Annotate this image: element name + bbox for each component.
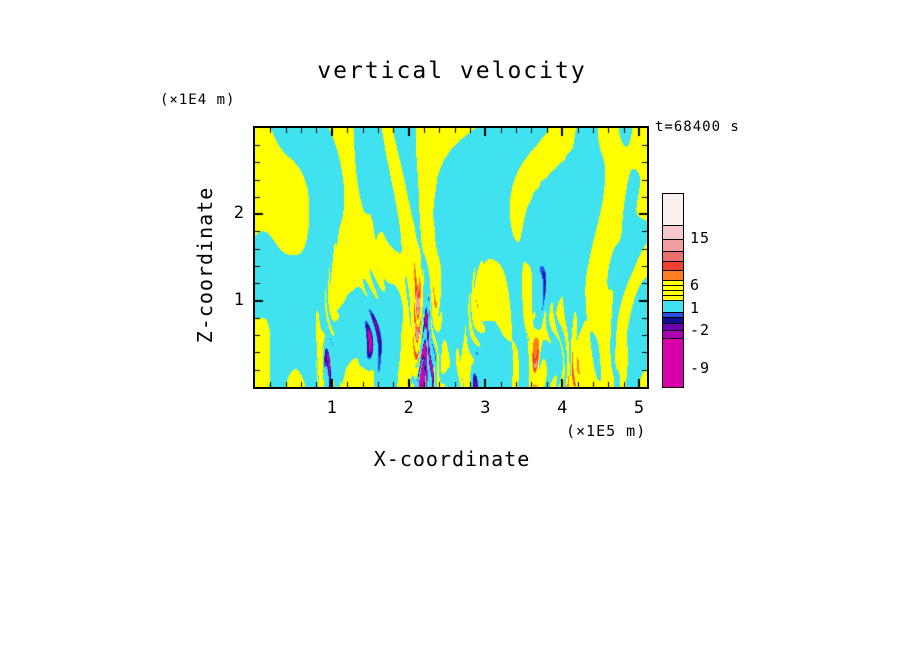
colorbar-segment bbox=[663, 240, 683, 252]
x-tick-label: 1 bbox=[326, 398, 337, 418]
x-axis-label: X-coordinate bbox=[373, 447, 531, 471]
plot-area bbox=[253, 126, 649, 389]
colorbar-label: 6 bbox=[690, 276, 701, 294]
y-axis-label: Z-coordinate bbox=[193, 186, 217, 344]
colorbar-segment bbox=[663, 318, 683, 324]
colorbar-segment bbox=[663, 281, 683, 286]
colorbar-label: 15 bbox=[690, 229, 711, 247]
x-tick-label: 5 bbox=[633, 398, 645, 418]
y-tick-label: 1 bbox=[233, 289, 244, 310]
colorbar-segment bbox=[663, 313, 683, 318]
heatmap-canvas bbox=[255, 128, 647, 387]
x-tick-label: 4 bbox=[557, 398, 568, 418]
colorbar-segment bbox=[663, 296, 683, 301]
colorbar-segment bbox=[663, 286, 683, 291]
colorbar-segment bbox=[663, 194, 683, 226]
colorbar-segment bbox=[663, 271, 683, 281]
colorbar-segment bbox=[663, 291, 683, 296]
colorbar-segment bbox=[663, 262, 683, 271]
colorbar-segment bbox=[663, 301, 683, 313]
y-tick-label: 2 bbox=[233, 203, 244, 224]
colorbar-segment bbox=[663, 226, 683, 240]
x-tick-label: 3 bbox=[480, 398, 491, 418]
colorbar-segment bbox=[663, 339, 683, 387]
x-tick-label: 2 bbox=[403, 398, 414, 418]
colorbar-label: -9 bbox=[690, 359, 711, 377]
chart-title: vertical velocity bbox=[317, 58, 587, 84]
colorbar bbox=[662, 193, 684, 388]
y-axis-units: (×1E4 m) bbox=[160, 92, 236, 108]
colorbar-segment bbox=[663, 331, 683, 339]
x-axis-units: (×1E5 m) bbox=[566, 422, 647, 440]
colorbar-label: 1 bbox=[690, 299, 701, 317]
colorbar-segment bbox=[663, 252, 683, 262]
colorbar-segment bbox=[663, 324, 683, 331]
colorbar-label: -2 bbox=[690, 321, 711, 339]
time-annotation: t=68400 s bbox=[655, 119, 740, 135]
